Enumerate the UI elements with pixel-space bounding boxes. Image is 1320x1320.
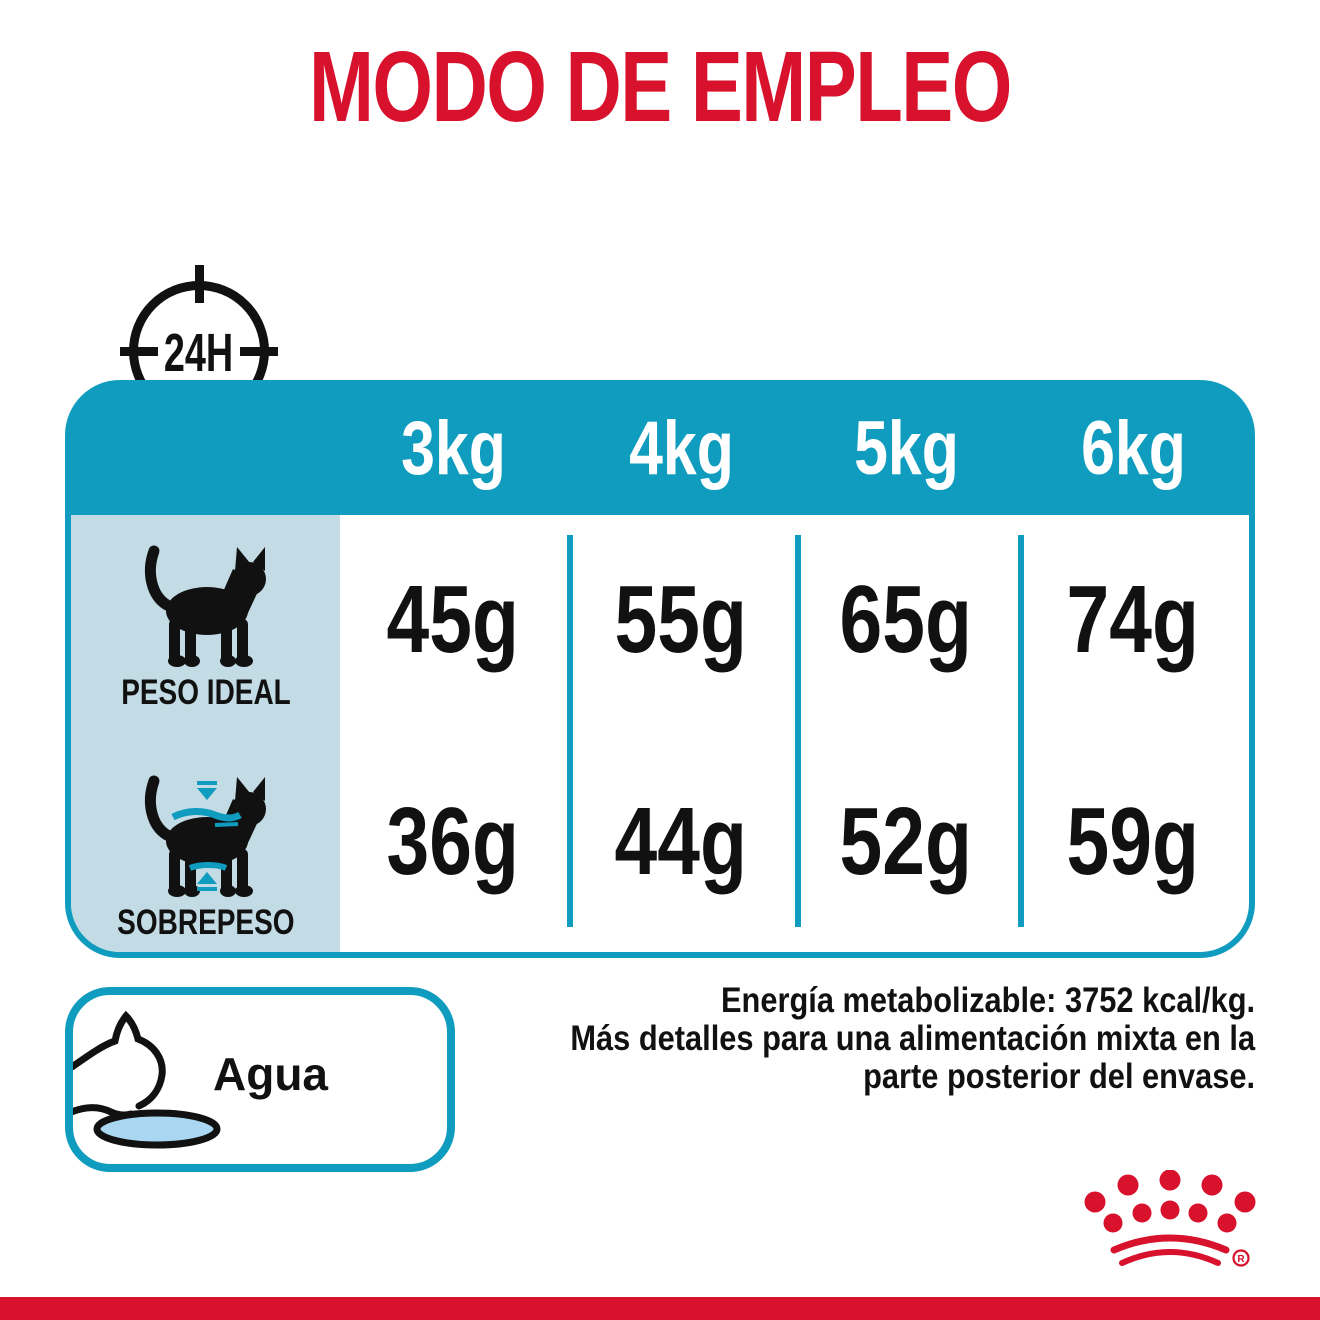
clock-tick-left <box>120 347 158 356</box>
weight-header-bar: 3kg 4kg 5kg 6kg <box>65 380 1255 515</box>
ration-overweight-5kg: 52g <box>839 788 973 895</box>
cat-overweight-icon <box>144 775 266 897</box>
clock-tick-top <box>195 265 204 303</box>
weight-header-6kg: 6kg <box>1080 406 1186 491</box>
row-label-ideal-weight: PESO IDEAL <box>120 673 291 712</box>
clock-tick-right <box>240 347 278 356</box>
ration-overweight-4kg: 44g <box>614 788 748 895</box>
weight-header-5kg: 5kg <box>853 406 959 491</box>
ration-ideal-5kg: 65g <box>839 566 973 673</box>
bottom-brand-strip <box>0 1297 1320 1320</box>
ration-overweight-6kg: 59g <box>1066 788 1200 895</box>
water-bowl <box>93 1109 221 1149</box>
row-label-overweight: SOBREPESO <box>116 903 295 942</box>
column-divider <box>795 535 801 927</box>
feeding-notes: Energía metabolizable: 3752 kcal/kg. Más… <box>570 982 1255 1096</box>
weight-header-4kg: 4kg <box>628 406 734 491</box>
svg-text:R: R <box>1237 1254 1245 1265</box>
royal-canin-crown-logo: R <box>1084 1170 1256 1267</box>
column-divider <box>1018 535 1024 927</box>
water-reminder-box: Agua <box>65 987 455 1172</box>
cat-ideal-weight-icon <box>144 545 266 667</box>
weight-header-3kg: 3kg <box>400 406 506 491</box>
mixed-feeding-note-line2: parte posterior del envase. <box>863 1057 1255 1096</box>
cat-drinking-water-icon <box>73 1011 221 1149</box>
metabolizable-energy-note: Energía metabolizable: 3752 kcal/kg. <box>720 981 1255 1020</box>
registered-trademark-icon: R <box>1232 1249 1250 1267</box>
page-title: MODO DE EMPLEO <box>309 31 1012 143</box>
ration-ideal-3kg: 45g <box>386 566 520 673</box>
clock-24h-label: 24H <box>164 323 234 383</box>
water-label: Agua <box>213 1048 328 1100</box>
ration-overweight-3kg: 36g <box>386 788 520 895</box>
feeding-table-body: PESO IDEAL <box>65 515 1255 958</box>
column-divider <box>567 535 573 927</box>
mixed-feeding-note-line1: Más detalles para una alimentación mixta… <box>570 1019 1255 1058</box>
weight-loss-marks <box>171 781 242 891</box>
ration-ideal-4kg: 55g <box>614 566 748 673</box>
ration-ideal-6kg: 74g <box>1066 566 1200 673</box>
